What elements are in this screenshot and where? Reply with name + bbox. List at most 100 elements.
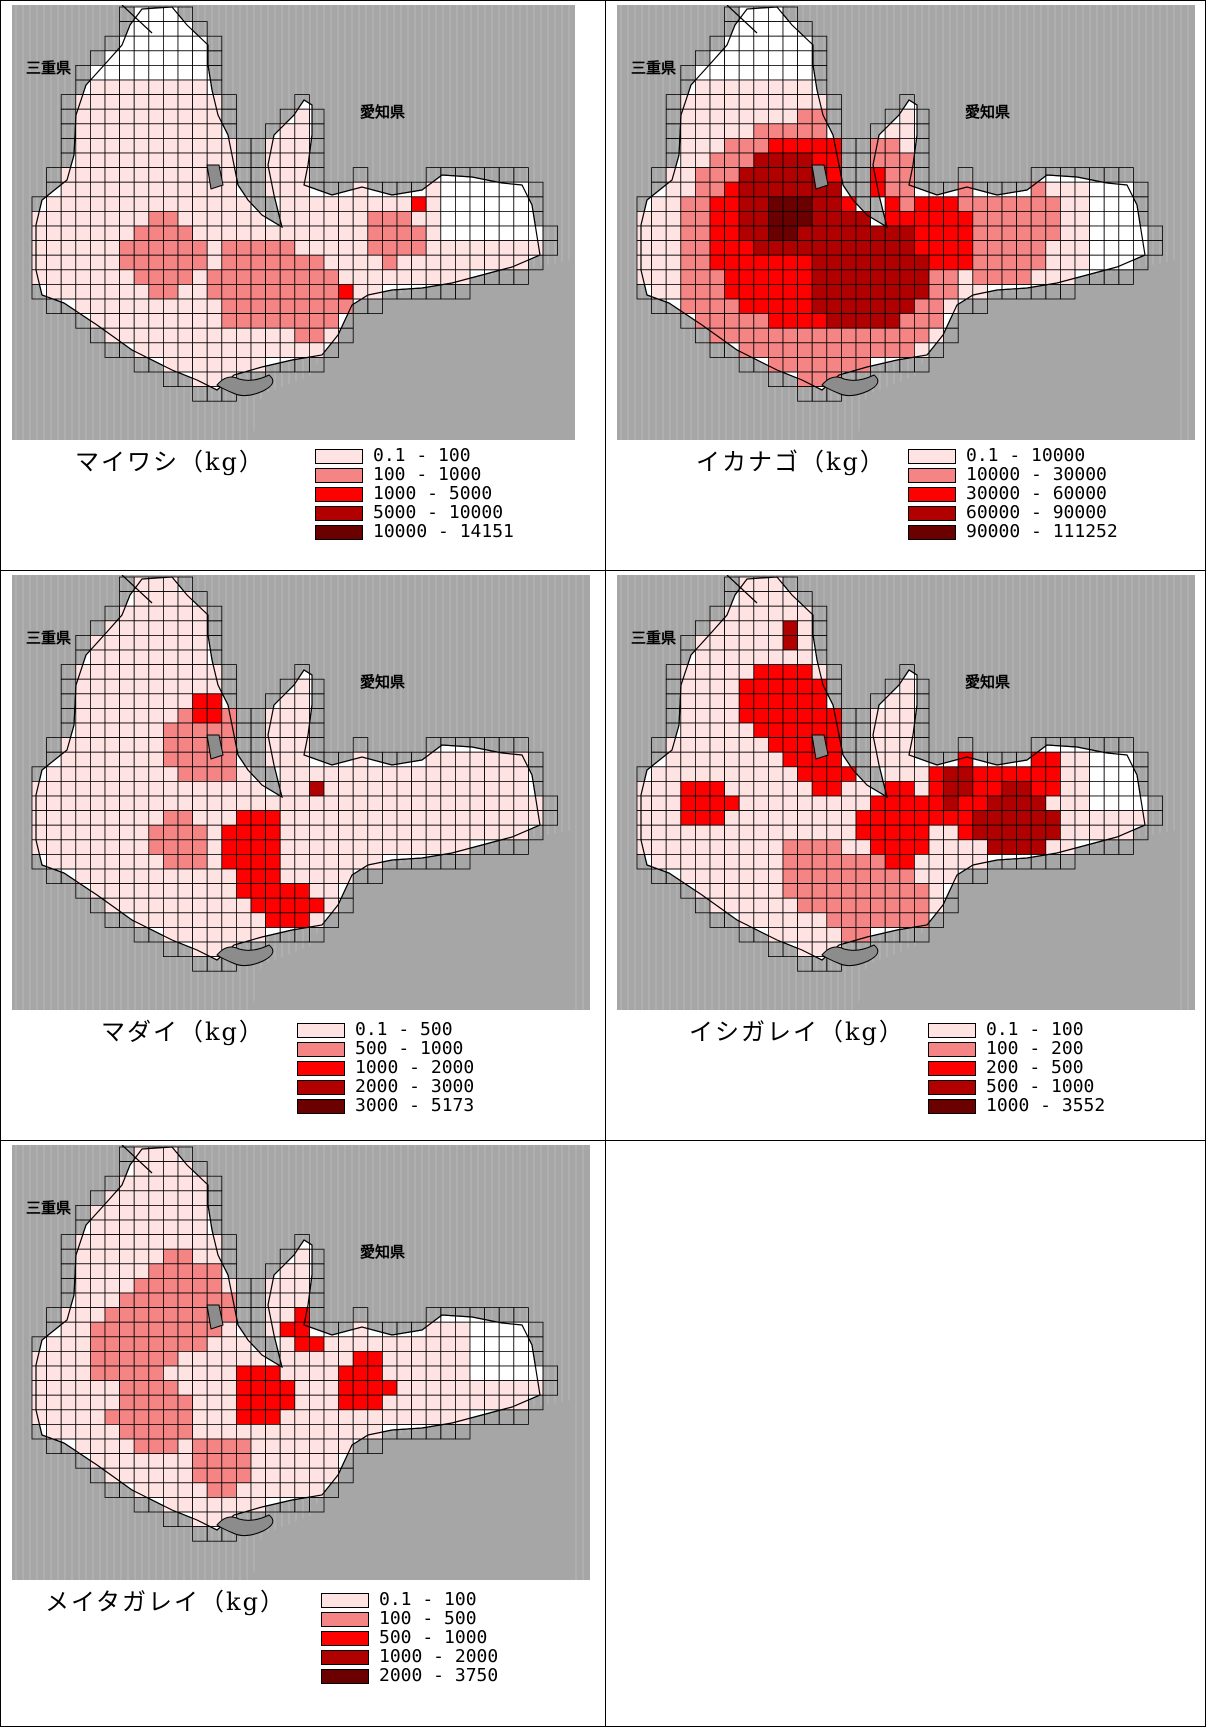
mesh-cell xyxy=(1118,795,1134,812)
mesh-cell xyxy=(323,298,340,315)
mesh-cell xyxy=(148,108,164,125)
mesh-cell xyxy=(797,313,813,329)
mesh-cell xyxy=(440,1365,456,1382)
mesh-cell xyxy=(767,766,784,782)
mesh-cell xyxy=(148,50,164,66)
mesh-cell xyxy=(265,327,281,344)
mesh-cell xyxy=(250,1453,267,1469)
map-ishigarei: 三重県 愛知県 xyxy=(617,575,1195,1010)
mesh-cell xyxy=(279,1292,296,1309)
mesh-cell xyxy=(221,313,237,329)
mesh-cell xyxy=(797,123,813,139)
mesh-cell xyxy=(695,737,711,753)
mesh-cell xyxy=(221,1482,237,1498)
mesh-cell xyxy=(709,751,726,768)
mesh-cell xyxy=(148,678,164,695)
mesh-cell xyxy=(782,810,799,826)
mesh-cell xyxy=(177,1482,194,1498)
mesh-cell xyxy=(206,1336,223,1352)
mesh-cell xyxy=(148,591,164,607)
mesh-cell xyxy=(367,240,383,256)
mesh-cell xyxy=(840,254,857,271)
mesh-cell xyxy=(899,853,915,870)
mesh-cell xyxy=(381,1350,398,1367)
mesh-cell xyxy=(454,1380,471,1396)
legend-range: 60000 - 90000 xyxy=(966,502,1107,523)
label-aichi: 愛知県 xyxy=(965,673,1010,691)
label-aichi: 愛知県 xyxy=(360,103,405,121)
mesh-cell xyxy=(265,737,281,753)
mesh-cell xyxy=(235,810,252,826)
mesh-cell xyxy=(636,254,653,271)
mesh-cell xyxy=(1030,766,1047,782)
mesh-cell xyxy=(221,327,237,344)
mesh-cell xyxy=(884,839,901,855)
mesh-cell xyxy=(665,196,682,212)
mesh-cell xyxy=(724,620,740,636)
mesh-cell xyxy=(60,1350,77,1367)
mesh-cell xyxy=(192,50,208,66)
mesh-cell xyxy=(133,108,150,125)
mesh-cell xyxy=(119,722,135,739)
mesh-cell xyxy=(279,868,296,885)
mesh-cell xyxy=(826,883,842,899)
mesh-cell xyxy=(454,795,471,812)
mesh-cell xyxy=(1030,269,1047,285)
mesh-cell xyxy=(119,240,135,256)
mesh-cell xyxy=(767,795,784,812)
mesh-cell xyxy=(162,6,179,23)
mesh-cell xyxy=(60,1394,77,1411)
mesh-cell xyxy=(665,751,682,768)
mesh-cell xyxy=(972,839,988,855)
mesh-cell xyxy=(782,693,799,709)
mesh-cell xyxy=(133,79,150,96)
mesh-cell xyxy=(119,620,135,636)
mesh-cell xyxy=(221,1453,237,1469)
mesh-cell xyxy=(899,181,915,198)
mesh-cell xyxy=(957,766,974,782)
mesh-cell xyxy=(913,897,930,914)
mesh-cell xyxy=(709,635,726,651)
mesh-cell xyxy=(192,839,208,855)
mesh-cell xyxy=(104,94,121,110)
mesh-cell xyxy=(119,853,135,870)
mesh-cell xyxy=(133,1453,150,1469)
mesh-cell xyxy=(484,196,500,212)
mesh-cell xyxy=(206,853,223,870)
mesh-cell xyxy=(782,780,799,797)
mesh-cell xyxy=(294,912,310,928)
mesh-cell xyxy=(221,780,237,797)
mesh-cell xyxy=(221,897,237,914)
mesh-cell xyxy=(308,1438,325,1455)
mesh-cell xyxy=(308,1365,325,1382)
mesh-cell xyxy=(206,225,223,242)
mesh-cell xyxy=(484,780,500,797)
mesh-cell xyxy=(75,678,91,695)
mesh-cell xyxy=(1001,269,1018,285)
mesh-cell xyxy=(352,1365,369,1382)
legend-range: 0.1 - 100 xyxy=(379,1589,477,1610)
mesh-cell xyxy=(148,1336,164,1352)
mesh-cell xyxy=(206,1482,223,1498)
mesh-cell xyxy=(323,327,340,344)
mesh-cell xyxy=(104,1205,121,1221)
mesh-cell xyxy=(498,1350,515,1367)
mesh-cell xyxy=(235,926,252,943)
mesh-cell xyxy=(235,1453,252,1469)
mesh-cell xyxy=(162,722,179,739)
mesh-cell xyxy=(425,1394,442,1411)
mesh-cell xyxy=(90,210,106,227)
mesh-cell xyxy=(651,780,667,797)
mesh-cell xyxy=(75,269,91,285)
mesh-cell xyxy=(279,1482,296,1498)
mesh-cell xyxy=(31,1380,48,1396)
mesh-cell xyxy=(162,225,179,242)
mesh-cell xyxy=(162,210,179,227)
mesh-cell xyxy=(133,313,150,329)
mesh-cell-coast xyxy=(972,868,988,885)
mesh-cell xyxy=(133,1467,150,1484)
mesh-cell xyxy=(767,313,784,329)
mesh-cell xyxy=(250,1423,267,1440)
mesh-cell xyxy=(1045,810,1061,826)
mesh-cell xyxy=(352,225,369,242)
